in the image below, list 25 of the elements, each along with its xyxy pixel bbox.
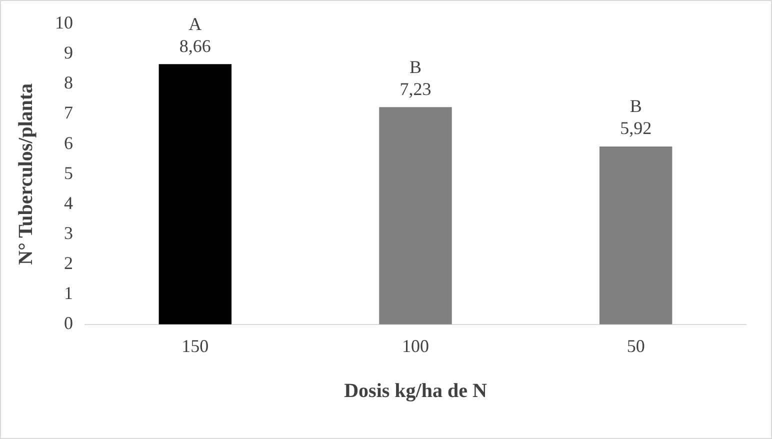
y-tick-label: 2 [64, 253, 73, 274]
x-tick-label: 150 [182, 336, 209, 356]
y-tick-label: 10 [55, 12, 73, 33]
annotation: B [630, 96, 642, 116]
y-tick-label: 1 [64, 283, 73, 304]
bar [379, 107, 452, 324]
y-tick-label: 8 [64, 72, 73, 93]
bar [599, 146, 672, 324]
x-axis-title: Dosis kg/ha de N [344, 380, 488, 402]
data-label: 5,92 [620, 118, 652, 138]
y-tick-label: 4 [64, 192, 73, 213]
annotation: B [409, 56, 422, 77]
data-label: 8,66 [179, 36, 211, 56]
data-label: 7,23 [400, 78, 432, 99]
annotation: A [188, 14, 202, 34]
y-tick-label: 6 [64, 132, 73, 153]
y-tick-label: 9 [64, 42, 73, 63]
y-tick-label: 7 [64, 102, 73, 123]
y-tick-label: 0 [64, 313, 73, 334]
y-tick-label: 3 [64, 222, 73, 243]
y-tick-label: 5 [64, 162, 73, 183]
x-tick-label: 100 [402, 336, 429, 356]
bar [158, 64, 232, 324]
x-tick-label: 50 [626, 336, 645, 356]
y-axis-title: N° Tuberculos/planta [15, 83, 38, 265]
